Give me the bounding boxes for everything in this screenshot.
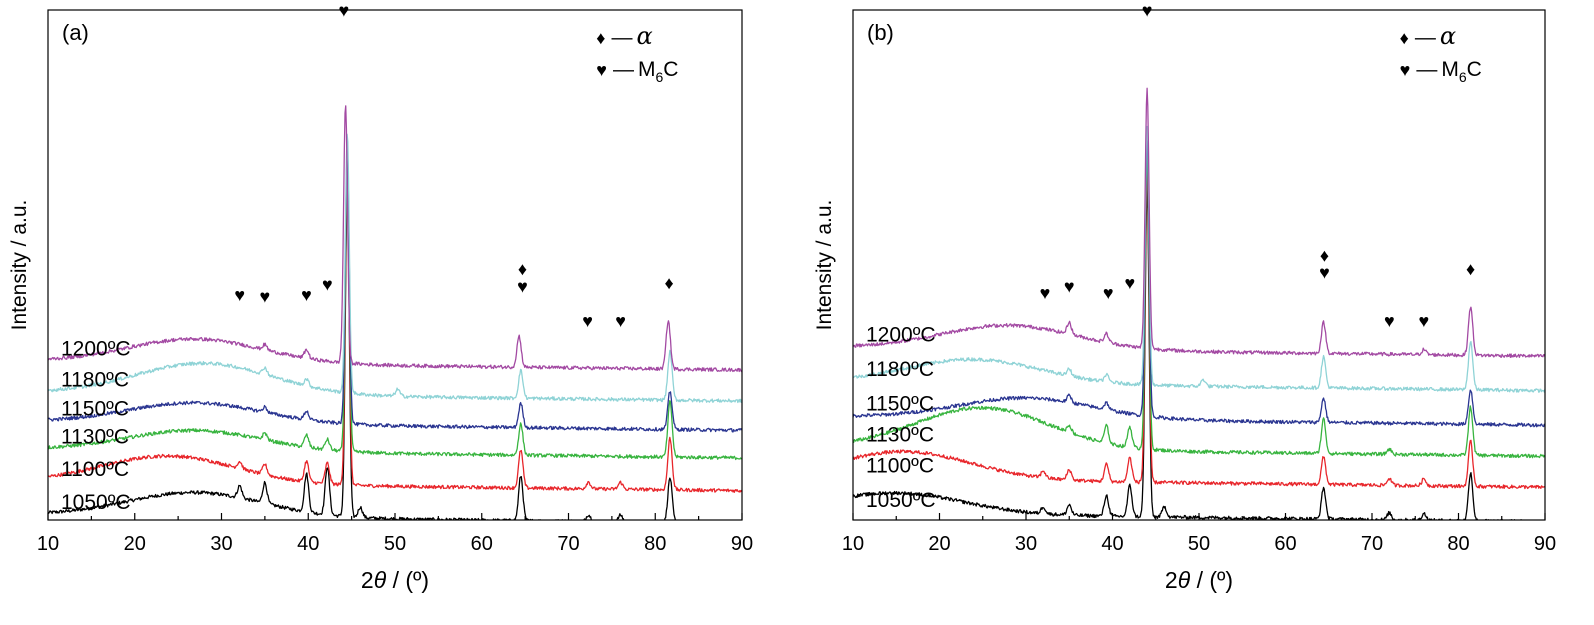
xrd-panel-b: 1050ºC 1100ºC 1130ºC 1150ºC 1180ºC 1200ºC 10 20… [813,0,1556,593]
series-line-1200 [48,105,742,373]
series-line-1130 [853,155,1545,459]
panel-label: (a) [62,20,89,45]
x-tick-label: 90 [1534,533,1556,555]
x-tick-label: 40 [297,533,319,555]
plot-frame [852,9,1546,521]
x-tick-label: 60 [1274,533,1296,555]
legend-entry: ♥ — M6C [1400,58,1482,85]
y-axis-label: Intensity / a.u. [813,200,836,331]
x-tick-label: 80 [1447,533,1469,555]
series-label: 1050ºC [61,491,131,514]
series-line-1130 [48,159,742,461]
x-tick-label: 40 [1101,533,1123,555]
series-label: 1180ºC [866,358,934,381]
legend-entry: ♦ — α [1400,22,1456,50]
series-group [48,105,742,520]
series-line-1050 [853,188,1538,520]
panel-label: (b) [867,20,894,45]
x-tick-label: 80 [644,533,666,555]
m6c-peak-marker: ♥ [1103,283,1114,303]
x-axis-label: 2θ / (º) [1165,567,1233,593]
series-label: 1100ºC [61,458,129,481]
plot-frame [47,9,743,521]
series-label: 1130ºC [61,425,129,448]
x-tick-label: 50 [1188,533,1210,555]
series-label: 1150ºC [61,398,129,421]
series-label: 1200ºC [61,337,131,360]
alpha-peak-marker: ♦ [518,259,527,279]
x-tick-label: 70 [1361,533,1383,555]
series-line-1050 [48,188,677,520]
series-label: 1100ºC [866,455,934,478]
x-tick-label: 30 [1015,533,1037,555]
alpha-peak-marker: ♦ [1320,245,1329,265]
x-tick-label: 60 [471,533,493,555]
m6c-peak-marker: ♥ [260,287,271,307]
series-group [853,87,1545,520]
m6c-peak-marker: ♥ [1040,283,1051,303]
x-tick-label: 70 [557,533,579,555]
series-line-1200 [853,87,1545,358]
m6c-peak-marker: ♥ [1124,273,1135,293]
series-line-1150 [853,138,1545,428]
series-label: 1150ºC [866,393,934,416]
x-tick-label: 90 [731,533,753,555]
legend-entry: ♦ — α [596,22,652,50]
x-tick-label: 20 [124,533,146,555]
m6c-peak-marker: ♥ [1064,276,1075,296]
series-line-1180 [48,133,742,404]
x-tick-label: 30 [210,533,232,555]
x-axis-label: 2θ / (º) [361,567,429,593]
series-label: 1180ºC [61,368,129,391]
legend-entry: ♥ — M6C [596,58,678,85]
series-line-1100 [48,174,742,493]
m6c-peak-marker: ♥ [615,311,626,331]
m6c-peak-marker: ♥ [301,285,312,305]
series-line-1150 [48,149,742,433]
m6c-peak-marker: ♥ [1319,263,1330,283]
y-axis-label: Intensity / a.u. [8,200,31,331]
series-line-1180 [853,125,1545,393]
m6c-peak-marker: ♥ [582,311,593,331]
xrd-panel-a: 1050ºC 1100ºC 1130ºC 1150ºC 1180ºC 1200ºC 10 20… [8,0,753,593]
m6c-peak-marker: ♥ [1384,311,1395,331]
alpha-peak-marker: ♦ [665,273,674,293]
series-label: 1130ºC [866,424,934,447]
m6c-peak-marker: ♥ [517,276,528,296]
x-tick-label: 10 [37,533,59,555]
m6c-peak-marker: ♥ [322,275,333,295]
alpha-peak-marker: ♦ [1466,259,1475,279]
series-label: 1050ºC [866,489,936,512]
m6c-peak-marker: ♥ [1142,0,1153,20]
x-tick-label: 20 [928,533,950,555]
x-tick-label: 10 [842,533,864,555]
x-tick-label: 50 [384,533,406,555]
series-line-1100 [853,171,1545,490]
m6c-peak-marker: ♥ [234,285,245,305]
m6c-peak-marker: ♥ [1419,311,1430,331]
m6c-peak-marker: ♥ [338,0,349,20]
series-label: 1200ºC [866,324,936,347]
